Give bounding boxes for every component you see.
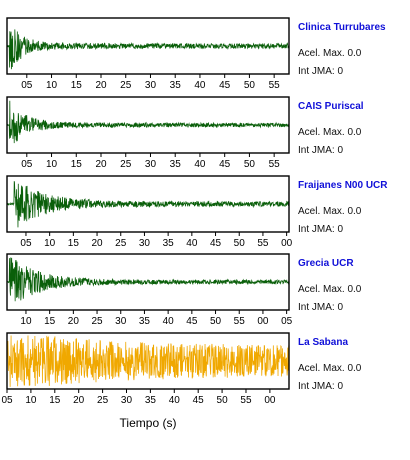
x-tick-label: 55 — [240, 395, 252, 406]
x-tick-label: 15 — [68, 238, 80, 249]
x-tick-label: 35 — [145, 395, 157, 406]
x-axis-label: Tiempo (s) — [120, 416, 177, 430]
seismogram-panel: 05 10 15 20 25 30 35 40 45 50 55 00 — [1, 332, 290, 406]
x-tick-label: 45 — [219, 159, 231, 170]
x-tick-label: 30 — [139, 238, 151, 249]
x-tick-label: 05 — [281, 316, 293, 327]
x-tick-label: 20 — [95, 80, 107, 91]
x-tick-label: 35 — [139, 316, 151, 327]
x-tick-label: 30 — [115, 316, 127, 327]
x-tick-label: 20 — [91, 238, 103, 249]
waveform-trace — [6, 257, 290, 302]
x-tick-label: 55 — [257, 238, 269, 249]
jma-intensity-label: Int JMA: 0 — [298, 145, 344, 156]
x-tick-label: 45 — [210, 238, 222, 249]
station-name: CAIS Puriscal — [298, 101, 364, 112]
x-tick-label: 05 — [20, 238, 32, 249]
x-tick-label: 10 — [20, 316, 32, 327]
panel-frame — [6, 175, 290, 233]
x-tick-label: 55 — [269, 80, 281, 91]
x-tick-label: 25 — [91, 316, 103, 327]
x-tick-label: 25 — [115, 238, 127, 249]
station-name: Grecia UCR — [298, 258, 354, 269]
x-tick-label: 45 — [219, 80, 231, 91]
max-acceleration-label: Acel. Max. 0.0 — [298, 48, 362, 59]
x-tick-label: 10 — [44, 238, 56, 249]
x-tick-label: 25 — [120, 80, 132, 91]
x-tick-label: 35 — [163, 238, 175, 249]
x-tick-label: 10 — [46, 159, 58, 170]
max-acceleration-label: Acel. Max. 0.0 — [298, 284, 362, 295]
x-tick-label: 15 — [71, 80, 83, 91]
x-tick-label: 40 — [169, 395, 181, 406]
x-tick-label: 50 — [234, 238, 246, 249]
station-name: Fraijanes N00 UCR — [298, 180, 388, 191]
x-tick-label: 35 — [170, 80, 182, 91]
jma-intensity-label: Int JMA: 0 — [298, 381, 344, 392]
x-tick-label: 00 — [281, 238, 293, 249]
waveform-trace — [6, 100, 290, 144]
x-tick-label: 40 — [186, 238, 198, 249]
x-tick-label: 05 — [21, 159, 33, 170]
x-tick-label: 20 — [95, 159, 107, 170]
x-tick-label: 05 — [21, 80, 33, 91]
x-tick-label: 55 — [234, 316, 246, 327]
x-tick-label: 30 — [145, 80, 157, 91]
x-tick-label: 30 — [121, 395, 133, 406]
station-name: La Sabana — [298, 337, 349, 348]
seismogram-panel: 05 10 15 20 25 30 35 40 45 50 55 00 — [6, 175, 293, 249]
x-tick-label: 40 — [194, 159, 206, 170]
panel-frame — [6, 253, 290, 311]
waveform-trace — [6, 335, 290, 387]
seismogram-panel: 05 10 15 20 25 30 35 40 45 50 55 — [6, 96, 290, 170]
x-tick-label: 35 — [170, 159, 182, 170]
x-tick-label: 50 — [217, 395, 229, 406]
jma-intensity-label: Int JMA: 0 — [298, 302, 344, 313]
x-tick-label: 15 — [71, 159, 83, 170]
seismogram-panel: 05 10 15 20 25 30 35 40 45 50 55 — [6, 17, 290, 91]
jma-intensity-label: Int JMA: 0 — [298, 66, 344, 77]
waveform-trace — [6, 29, 290, 70]
panel-frame — [6, 17, 290, 75]
x-tick-label: 25 — [97, 395, 109, 406]
x-tick-label: 50 — [210, 316, 222, 327]
station-name: Clinica Turrubares — [298, 22, 386, 33]
x-tick-label: 40 — [163, 316, 175, 327]
x-tick-label: 20 — [68, 316, 80, 327]
x-tick-label: 05 — [1, 395, 13, 406]
jma-intensity-label: Int JMA: 0 — [298, 224, 344, 235]
seismogram-panel: 10 15 20 25 30 35 40 45 50 55 00 05 — [6, 253, 293, 327]
x-tick-label: 55 — [269, 159, 281, 170]
max-acceleration-label: Acel. Max. 0.0 — [298, 206, 362, 217]
x-tick-label: 15 — [44, 316, 56, 327]
panel-frame — [6, 96, 290, 154]
panel-frame — [6, 332, 290, 390]
x-tick-label: 25 — [120, 159, 132, 170]
x-tick-label: 30 — [145, 159, 157, 170]
x-tick-label: 45 — [193, 395, 205, 406]
waveform-trace — [6, 181, 290, 228]
x-tick-label: 10 — [46, 80, 58, 91]
x-tick-label: 00 — [257, 316, 269, 327]
max-acceleration-label: Acel. Max. 0.0 — [298, 363, 362, 374]
x-tick-label: 10 — [25, 395, 37, 406]
x-tick-label: 50 — [244, 80, 256, 91]
x-tick-label: 20 — [73, 395, 85, 406]
x-tick-label: 15 — [49, 395, 61, 406]
x-tick-label: 45 — [186, 316, 198, 327]
x-tick-label: 50 — [244, 159, 256, 170]
x-tick-label: 00 — [264, 395, 276, 406]
max-acceleration-label: Acel. Max. 0.0 — [298, 127, 362, 138]
x-tick-label: 40 — [194, 80, 206, 91]
